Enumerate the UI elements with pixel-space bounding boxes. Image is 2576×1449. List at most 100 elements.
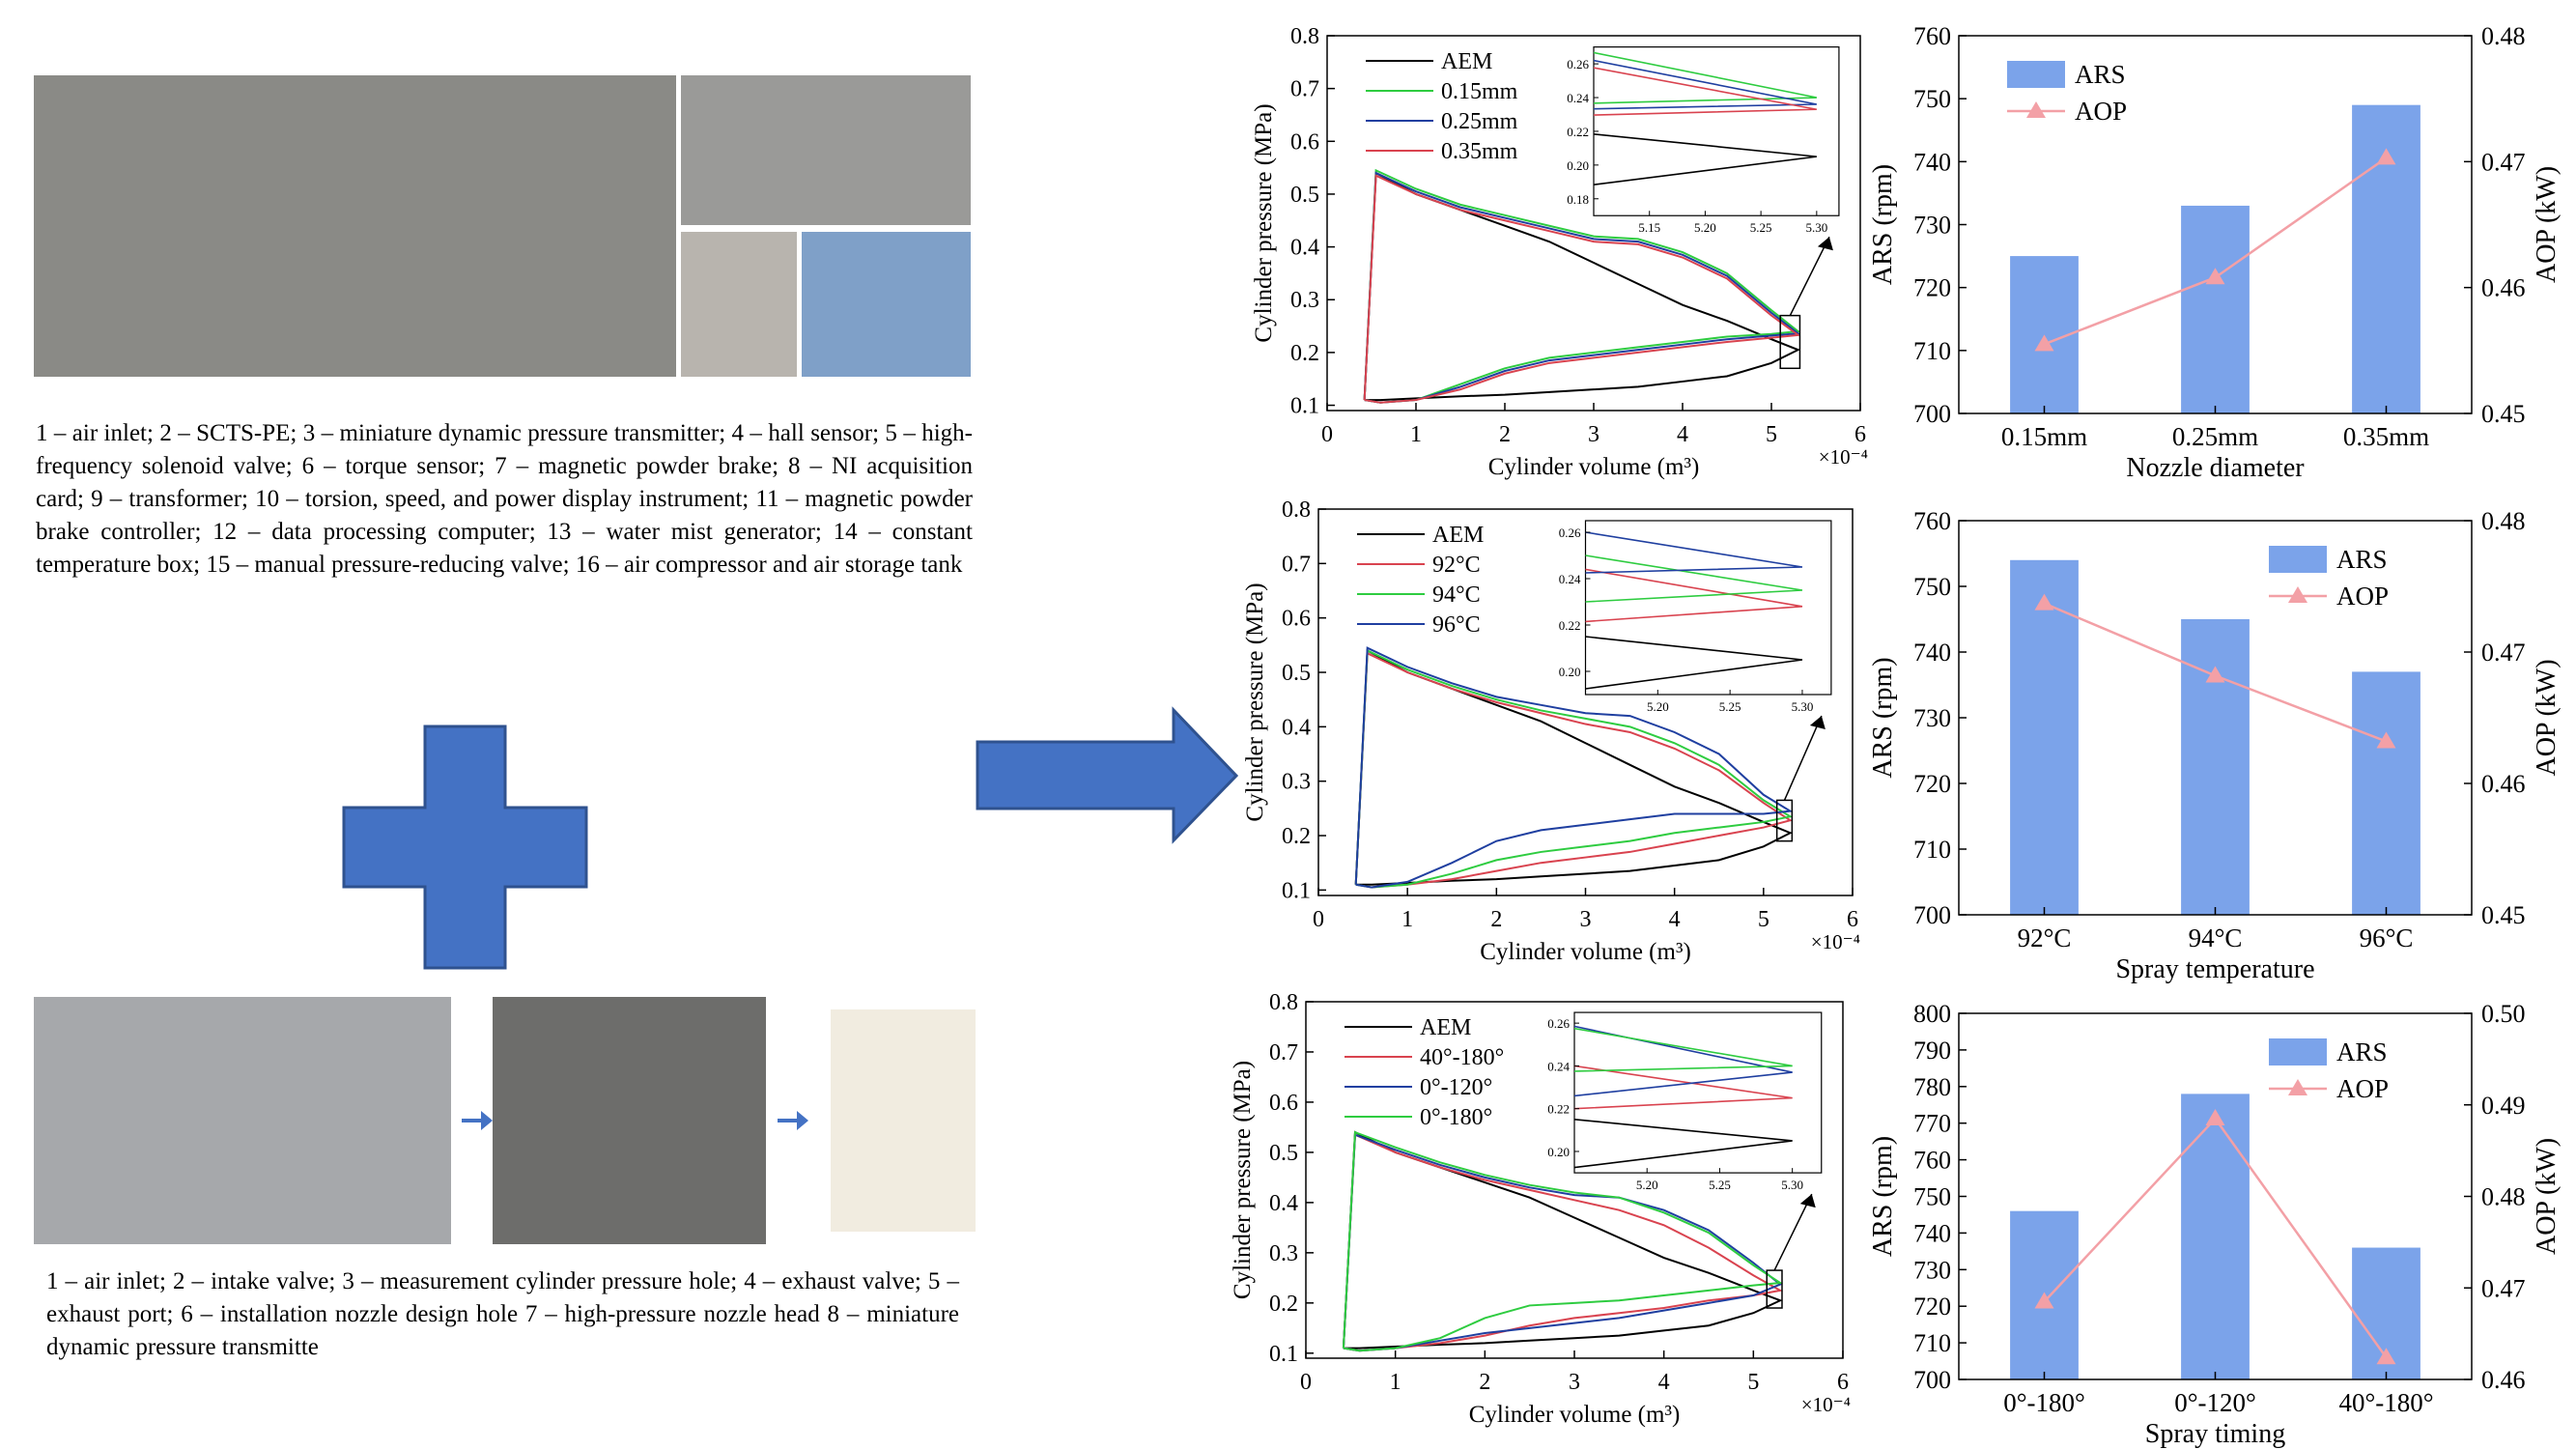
y-tick-label: 730 xyxy=(1913,704,1951,732)
series-line xyxy=(1354,646,1794,889)
y-tick-label: 0.7 xyxy=(1290,77,1319,102)
inset-line xyxy=(1574,1065,1793,1110)
inset-line xyxy=(1574,1027,1793,1072)
y2-tick-label: 0.47 xyxy=(2481,639,2526,667)
y-tick-label: 0.8 xyxy=(1290,24,1319,49)
x-tick-label: 1 xyxy=(1401,907,1413,932)
x-axis-title: Cylinder volume (m³) xyxy=(1488,454,1700,480)
x-tick-label: 6 xyxy=(1854,422,1866,447)
y-tick-label: 720 xyxy=(1913,770,1951,798)
x-tick-label: 3 xyxy=(1588,422,1599,447)
x-tick-label: 2 xyxy=(1479,1370,1490,1395)
y-tick-label: 740 xyxy=(1913,639,1951,667)
inset-x-tick-label: 5.20 xyxy=(1647,699,1669,714)
x-tick-label: 4 xyxy=(1658,1370,1670,1395)
y-tick-label: 730 xyxy=(1913,1256,1951,1284)
x-multiplier: ×10⁻⁴ xyxy=(1801,1393,1851,1416)
x-tick-label: 5 xyxy=(1758,907,1769,932)
photo xyxy=(493,997,766,1244)
legend-label: ARS xyxy=(2075,60,2126,89)
y-tick-label: 0.6 xyxy=(1290,129,1319,155)
inset-frame xyxy=(1593,46,1840,216)
legend-label: 40°-180° xyxy=(1420,1045,1504,1070)
photo xyxy=(34,997,451,1244)
y-axis-title: ARS (rpm) xyxy=(1868,1136,1898,1257)
zoom-arrow-head xyxy=(1809,716,1826,729)
y-tick-label: 760 xyxy=(1913,1147,1951,1175)
x-tick-label: 6 xyxy=(1837,1370,1849,1395)
x-tick-label: 4 xyxy=(1677,422,1688,447)
y-tick-label: 710 xyxy=(1913,337,1951,365)
inset-y-tick-label: 0.22 xyxy=(1547,1102,1570,1117)
plot-frame xyxy=(1958,35,2473,414)
photo xyxy=(831,1009,976,1232)
y2-axis-title: AOP (kW) xyxy=(2532,659,2562,776)
series-line xyxy=(1342,1133,1784,1352)
zoom-arrow xyxy=(1789,236,1830,316)
photo xyxy=(681,232,797,377)
legend-label: AOP xyxy=(2075,97,2127,126)
inset-x-tick-label: 5.15 xyxy=(1638,220,1660,235)
series-line xyxy=(1363,171,1801,402)
y-tick-label: 790 xyxy=(1913,1037,1951,1065)
zoom-arrow xyxy=(1773,1193,1813,1271)
photo xyxy=(34,75,676,377)
series-line xyxy=(1342,1133,1783,1352)
x-tick-label: 0°-180° xyxy=(2003,1388,2085,1417)
x-tick-label: 0 xyxy=(1321,422,1333,447)
y-tick-label: 750 xyxy=(1913,573,1951,601)
y-tick-label: 0.3 xyxy=(1282,770,1311,795)
inset-y-tick-label: 0.20 xyxy=(1567,158,1589,173)
inset-x-tick-label: 5.30 xyxy=(1792,699,1814,714)
inset-y-tick-label: 0.20 xyxy=(1547,1145,1570,1159)
x-tick-label: 1 xyxy=(1390,1370,1401,1395)
marker xyxy=(2376,1348,2396,1365)
y2-tick-label: 0.46 xyxy=(2481,1366,2526,1394)
y-axis-title: ARS (rpm) xyxy=(1868,164,1898,285)
legend-label: AEM xyxy=(1420,1015,1471,1040)
arrow xyxy=(976,706,1239,844)
y-tick-label: 0.4 xyxy=(1290,236,1319,261)
legend-label: 94°C xyxy=(1432,582,1481,608)
caption: 1 – air inlet; 2 – SCTS-PE; 3 – miniatur… xyxy=(36,420,973,578)
x-tick-label: 3 xyxy=(1569,1370,1580,1395)
series-line xyxy=(1342,1130,1783,1350)
caption: 1 – air inlet; 2 – intake valve; 3 – mea… xyxy=(46,1268,959,1360)
inset-x-tick-label: 5.30 xyxy=(1781,1178,1803,1192)
legend-label: AOP xyxy=(2336,582,2389,611)
y-tick-label: 750 xyxy=(1913,1183,1951,1211)
zoom-box xyxy=(1775,799,1794,842)
y-tick-label: 0.4 xyxy=(1282,715,1311,740)
y-tick-label: 760 xyxy=(1913,22,1951,50)
x-tick-label: 40°-180° xyxy=(2338,1388,2433,1417)
bar xyxy=(2181,205,2250,413)
legend-marker xyxy=(2288,1079,2307,1095)
marker xyxy=(2376,731,2396,749)
legend-label: 0.25mm xyxy=(1441,109,1518,134)
y2-tick-label: 0.46 xyxy=(2481,274,2526,302)
legend-label: 0.35mm xyxy=(1441,139,1518,164)
y-tick-label: 0.5 xyxy=(1290,183,1319,208)
y-axis-title: ARS (rpm) xyxy=(1868,657,1898,778)
inset-line xyxy=(1574,1118,1793,1169)
x-tick-label: 0.25mm xyxy=(2172,422,2258,451)
legend-swatch xyxy=(2269,546,2327,573)
arrow xyxy=(462,1111,493,1130)
inset-y-tick-label: 0.24 xyxy=(1547,1059,1570,1073)
inset-y-tick-label: 0.22 xyxy=(1559,618,1581,633)
inset-line xyxy=(1594,133,1817,186)
y-tick-label: 0.6 xyxy=(1282,607,1311,632)
y2-axis-title: AOP (kW) xyxy=(2532,1138,2562,1255)
x-multiplier: ×10⁻⁴ xyxy=(1811,930,1860,953)
legend-swatch xyxy=(2007,61,2065,88)
y2-tick-label: 0.48 xyxy=(2481,507,2526,535)
y-tick-label: 730 xyxy=(1913,212,1951,240)
y2-axis-title: AOP (kW) xyxy=(2532,166,2562,283)
y-tick-label: 0.7 xyxy=(1269,1040,1298,1065)
bar xyxy=(2010,559,2079,915)
y-tick-label: 0.5 xyxy=(1269,1141,1298,1166)
inset-line xyxy=(1594,67,1817,116)
photo xyxy=(681,75,971,225)
x-multiplier: ×10⁻⁴ xyxy=(1819,445,1868,469)
